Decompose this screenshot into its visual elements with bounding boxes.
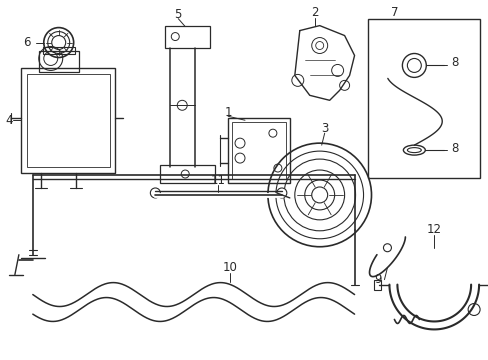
Text: 12: 12 — [426, 223, 441, 236]
Bar — [367, 19, 479, 178]
Circle shape — [383, 244, 390, 252]
Text: 4: 4 — [5, 114, 13, 127]
Text: 8: 8 — [450, 141, 458, 155]
Circle shape — [150, 188, 160, 198]
Circle shape — [402, 54, 426, 77]
Bar — [27, 75, 109, 167]
Bar — [373, 280, 381, 289]
Text: 1: 1 — [224, 106, 231, 119]
Text: 8: 8 — [450, 56, 458, 69]
Text: 2: 2 — [310, 6, 318, 19]
Bar — [227, 118, 289, 183]
Text: 5: 5 — [174, 8, 182, 21]
Bar — [21, 68, 115, 173]
Bar — [160, 165, 215, 183]
Bar — [232, 122, 285, 179]
Text: 7: 7 — [390, 6, 397, 19]
Bar — [39, 50, 79, 72]
Text: 3: 3 — [320, 122, 328, 135]
Circle shape — [276, 188, 286, 198]
Ellipse shape — [407, 148, 421, 153]
Bar — [165, 26, 210, 48]
Bar — [42, 46, 75, 54]
Text: 11: 11 — [210, 174, 225, 186]
Text: 9: 9 — [373, 273, 381, 286]
Text: 6: 6 — [23, 36, 31, 49]
Text: 10: 10 — [222, 261, 237, 274]
Circle shape — [44, 28, 74, 58]
Circle shape — [467, 303, 479, 315]
Ellipse shape — [403, 145, 425, 155]
